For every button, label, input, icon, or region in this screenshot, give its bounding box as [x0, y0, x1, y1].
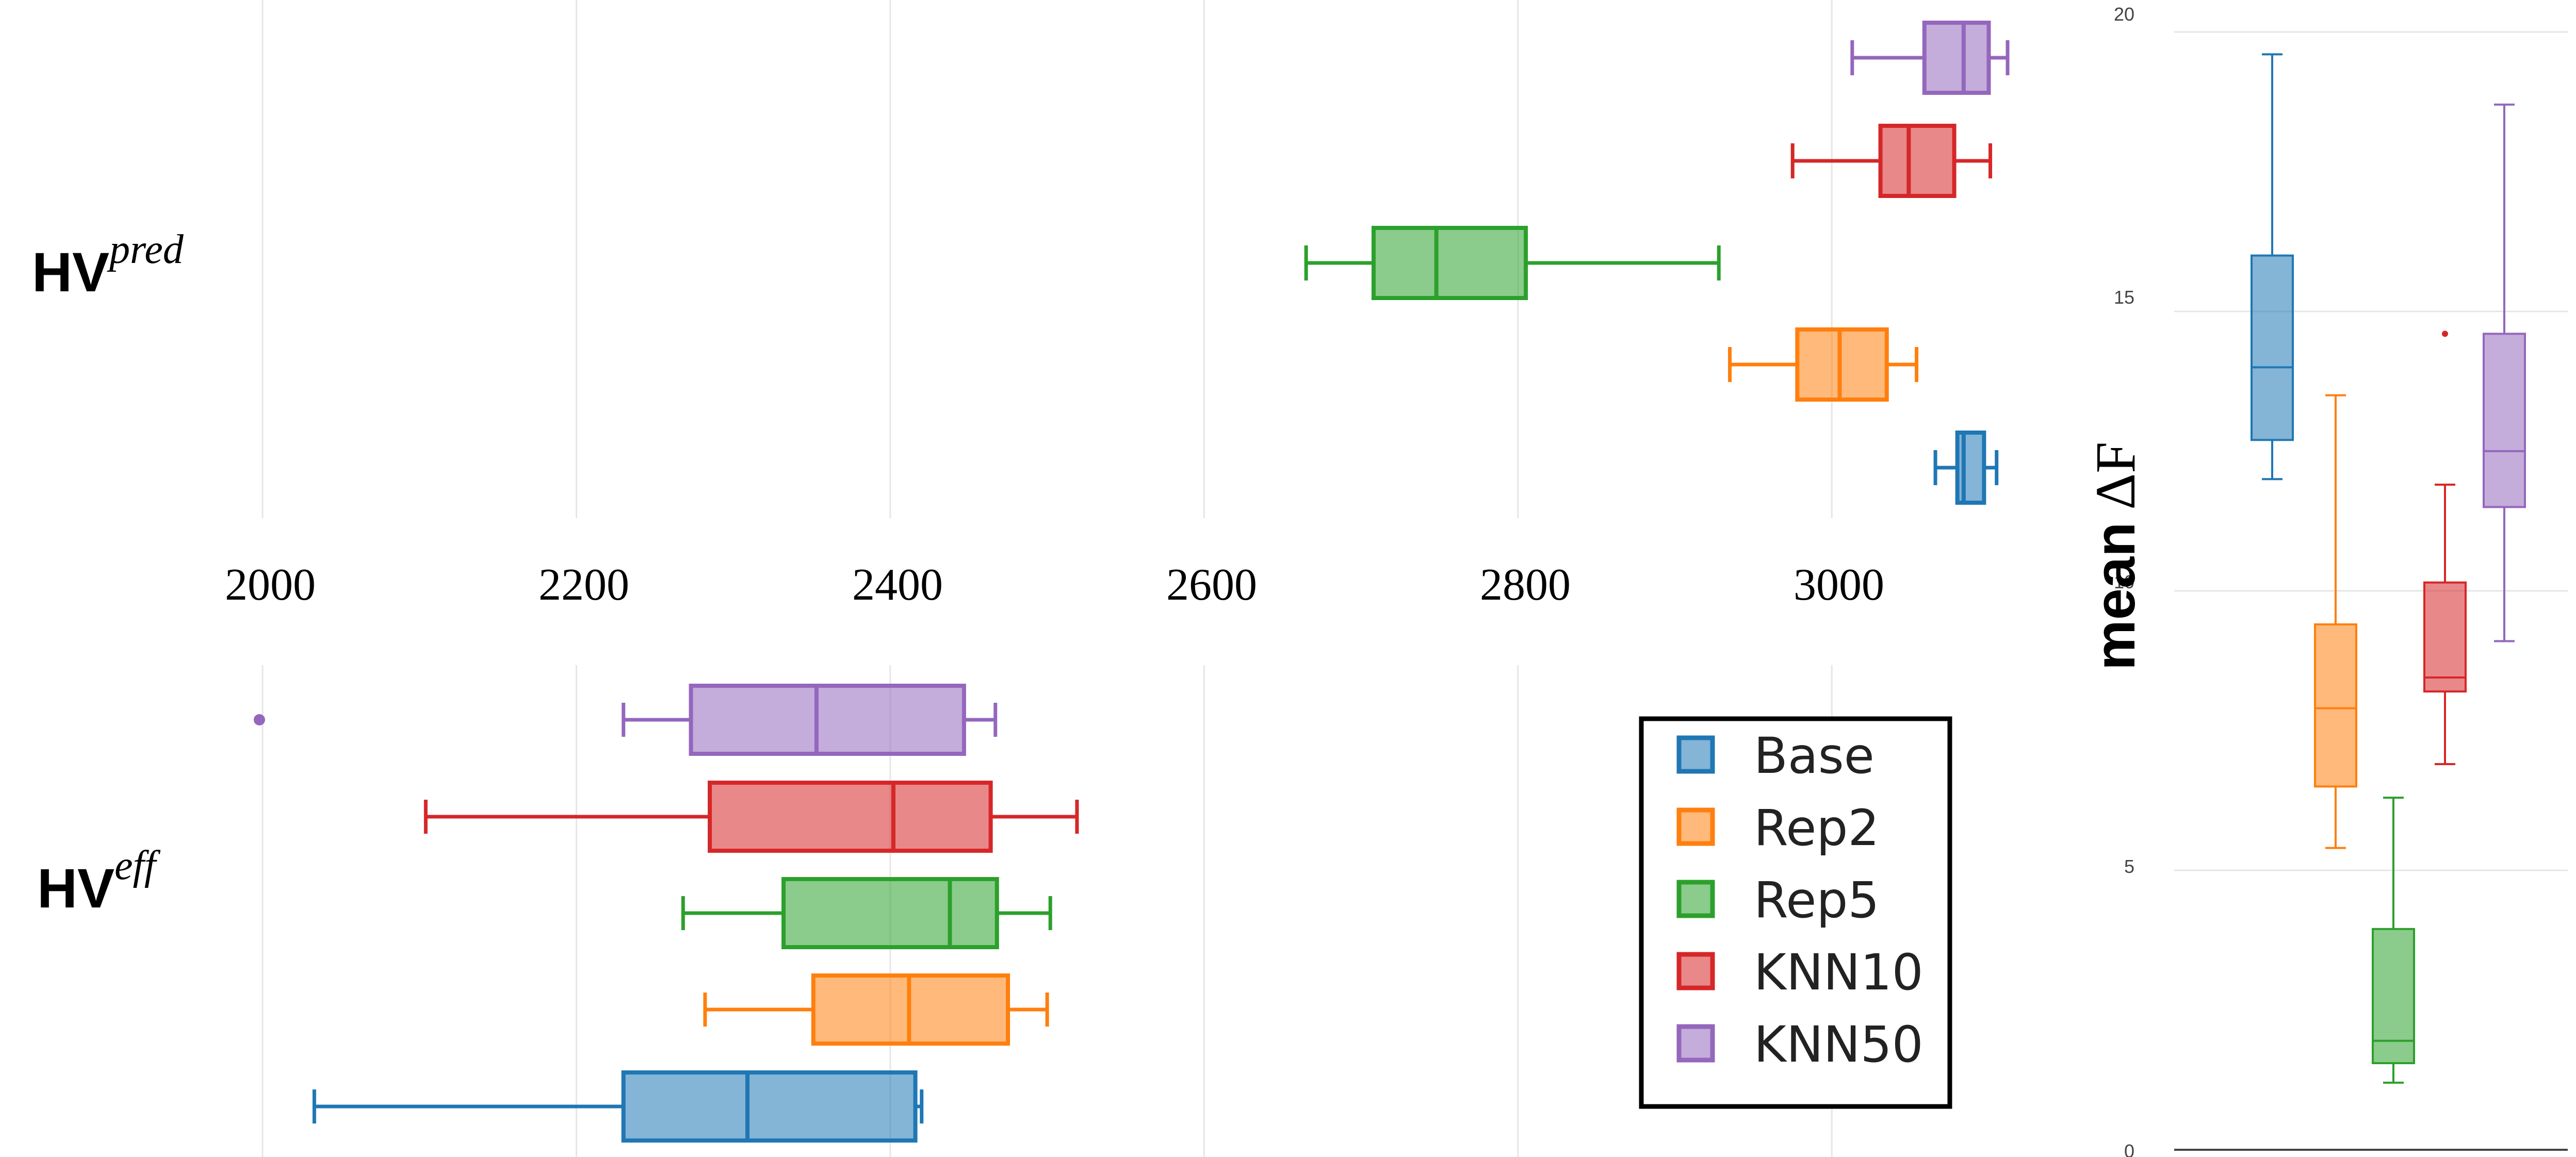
- box-layer: [253, 21, 2526, 1143]
- legend-label-rep5: Rep5: [1754, 871, 1879, 929]
- legend-label-knn50: KNN50: [1754, 1016, 1923, 1073]
- box-base: [621, 1070, 918, 1143]
- y-axis-title: meanΔF: [2083, 442, 2147, 670]
- x-tick-labels: 2000 2200 2400 2600 2800 3000: [225, 560, 1884, 610]
- y-tick-label: 0: [2124, 1141, 2134, 1157]
- row-label-hv-pred: HVpred: [32, 227, 184, 303]
- y-tick-label: 20: [2114, 4, 2134, 25]
- box-knn10: [708, 781, 993, 853]
- legend-label-rep2: Rep2: [1754, 799, 1879, 857]
- x-tick-label: 2800: [1480, 560, 1571, 610]
- box-knn10: [2423, 581, 2467, 693]
- legend-swatch-base: [1676, 735, 1715, 774]
- box-rep5: [2372, 928, 2415, 1064]
- outlier-knn50: [253, 714, 265, 725]
- box-knn50: [2483, 333, 2526, 508]
- x-tick-label: 3000: [1794, 560, 1884, 610]
- box-rep5: [1371, 226, 1528, 300]
- box-base: [1955, 431, 1986, 505]
- legend-swatch-knn50: [1676, 1024, 1715, 1063]
- box-knn50: [1922, 21, 1991, 95]
- box-knn10: [1878, 124, 1957, 198]
- y-tick-label: 10: [2114, 571, 2134, 592]
- x-tick-label: 2200: [539, 560, 629, 610]
- x-tick-label: 2600: [1166, 560, 1257, 610]
- box-base: [2251, 254, 2294, 441]
- x-tick-label: 2000: [225, 560, 316, 610]
- legend-swatch-rep5: [1676, 880, 1715, 918]
- y-tick-label: 5: [2124, 856, 2134, 877]
- legend-swatch-knn10: [1676, 952, 1715, 990]
- x-tick-label: 2400: [852, 560, 943, 610]
- box-rep5: [781, 877, 999, 949]
- legend-swatch-rep2: [1676, 807, 1715, 846]
- box-rep2: [2314, 623, 2357, 788]
- legend-label-knn10: KNN10: [1754, 944, 1923, 1001]
- row-label-hv-eff: HVeff: [37, 843, 161, 919]
- y-tick-labels: 0 5 10 15 20: [2114, 4, 2134, 1157]
- outlier-knn10: [2442, 330, 2448, 337]
- legend: Base Rep2 Rep5 KNN10 KNN50: [1639, 716, 1952, 1109]
- legend-label-base: Base: [1754, 727, 1874, 785]
- box-rep2: [1795, 327, 1889, 402]
- y-tick-label: 15: [2114, 287, 2134, 308]
- box-knn50: [689, 684, 966, 756]
